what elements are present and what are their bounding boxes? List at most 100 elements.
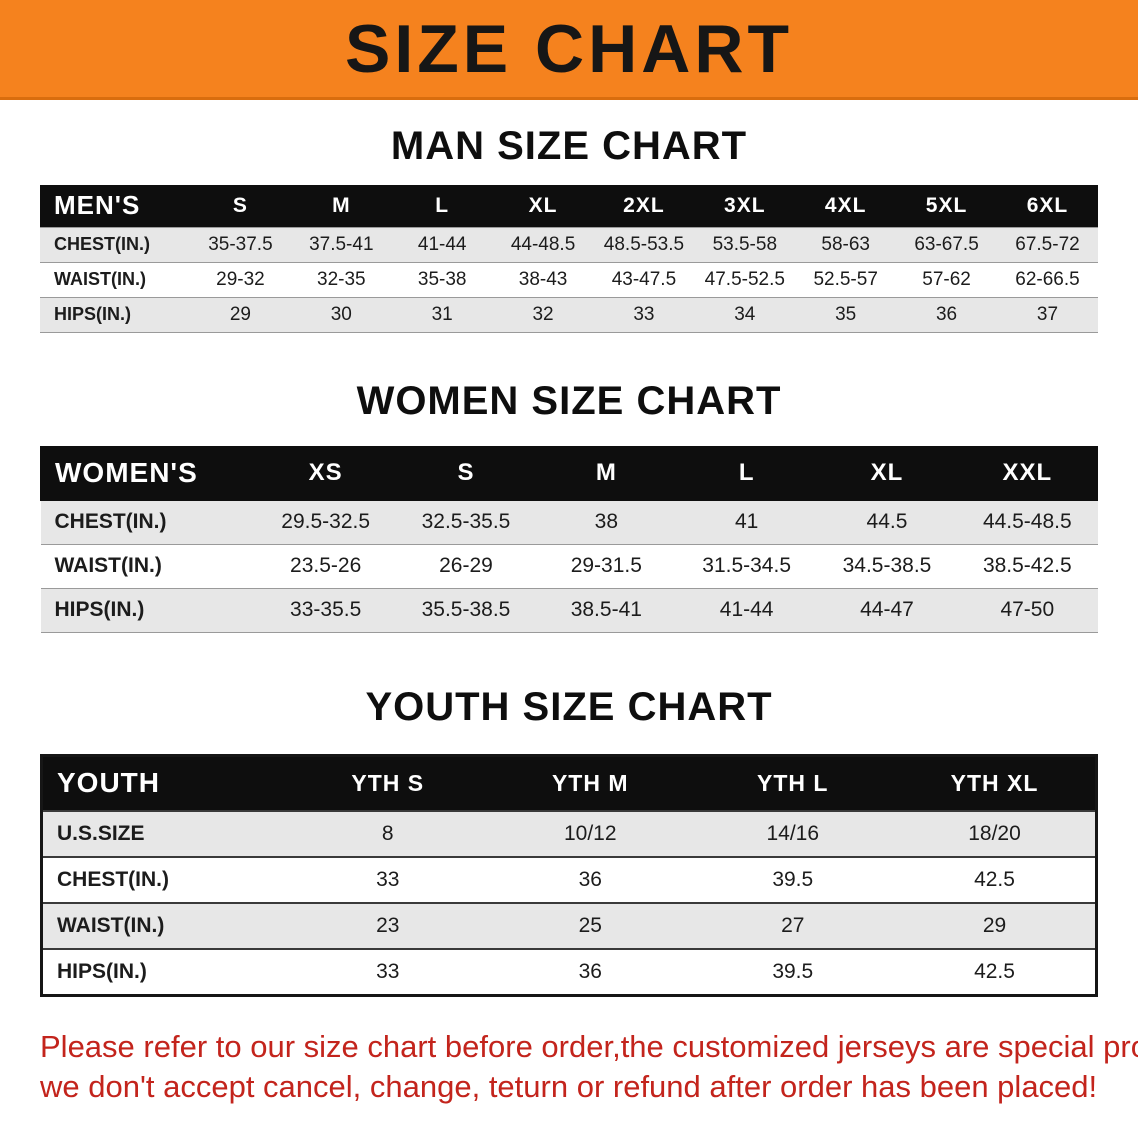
men-header-row: MEN'S S M L XL 2XL 3XL 4XL 5XL 6XL: [40, 185, 1098, 227]
banner: SIZE CHART: [0, 0, 1138, 100]
men-section-title: MAN SIZE CHART: [390, 124, 748, 168]
size-cell: 57-62: [896, 261, 997, 298]
table-row: CHEST(IN.) 33 36 39.5 42.5: [41, 856, 1097, 904]
size-cell: 31: [391, 296, 493, 333]
size-cell: 42.5: [894, 856, 1097, 904]
men-col-header: L: [391, 185, 493, 227]
size-cell: 35-37.5: [190, 226, 291, 263]
size-cell: 37: [997, 296, 1098, 333]
row-label: CHEST(IN.): [40, 499, 256, 545]
size-cell: 29-31.5: [536, 543, 677, 589]
women-header-row: WOMEN'S XS S M L XL XXL: [40, 445, 1099, 501]
row-label: WAIST(IN.): [41, 902, 287, 950]
size-cell: 29-32: [190, 261, 291, 298]
men-col-header: 3XL: [694, 185, 796, 227]
table-row: HIPS(IN.) 33 36 39.5 42.5: [41, 948, 1097, 996]
men-col-header: 4XL: [795, 185, 897, 227]
youth-col-header: YTH S: [286, 755, 489, 811]
size-cell: 38-43: [492, 261, 594, 298]
row-label: U.S.SIZE: [41, 810, 287, 858]
men-table-title: MEN'S: [40, 185, 190, 227]
size-cell: 29: [894, 902, 1097, 950]
women-section-title: WOMEN SIZE CHART: [356, 378, 782, 423]
size-cell: 43-47.5: [593, 261, 695, 298]
men-col-header: 5XL: [896, 185, 997, 227]
size-cell: 36: [896, 296, 997, 333]
row-label: HIPS(IN.): [41, 948, 287, 996]
size-cell: 44.5-48.5: [957, 499, 1098, 545]
youth-size-table: YOUTH YTH S YTH M YTH L YTH XL U.S.SIZE …: [40, 753, 1098, 997]
row-label: CHEST(IN.): [40, 226, 190, 263]
size-cell: 27: [691, 902, 894, 950]
row-label: CHEST(IN.): [41, 856, 287, 904]
table-row: WAIST(IN.) 23.5-26 26-29 29-31.5 31.5-34…: [40, 543, 1098, 589]
women-col-header: XXL: [956, 445, 1099, 501]
size-cell: 44-48.5: [492, 226, 594, 263]
men-col-header: S: [190, 185, 291, 227]
size-cell: 38.5-41: [536, 587, 677, 633]
size-cell: 52.5-57: [795, 261, 897, 298]
table-row: HIPS(IN.) 33-35.5 35.5-38.5 38.5-41 41-4…: [40, 587, 1098, 633]
size-cell: 37.5-41: [290, 226, 392, 263]
women-col-header: XS: [254, 445, 397, 501]
size-cell: 36: [489, 856, 692, 904]
banner-title: SIZE CHART: [345, 10, 793, 87]
disclaimer: Please refer to our size chart before or…: [40, 1027, 1138, 1108]
women-col-header: M: [535, 445, 677, 501]
size-cell: 47.5-52.5: [694, 261, 796, 298]
size-cell: 26-29: [395, 543, 537, 589]
row-label: HIPS(IN.): [40, 296, 190, 333]
women-size-table: WOMEN'S XS S M L XL XXL CHEST(IN.) 29.5-…: [40, 445, 1099, 633]
size-cell: 44-47: [816, 587, 958, 633]
size-cell: 32: [492, 296, 594, 333]
size-cell: 63-67.5: [896, 226, 997, 263]
size-cell: 29: [190, 296, 291, 333]
size-cell: 32-35: [290, 261, 392, 298]
size-cell: 38.5-42.5: [957, 543, 1098, 589]
size-cell: 30: [290, 296, 392, 333]
size-cell: 36: [489, 948, 692, 996]
youth-table-title: YOUTH: [41, 755, 287, 811]
size-cell: 39.5: [691, 856, 894, 904]
size-cell: 33: [286, 856, 489, 904]
size-chart-page: SIZE CHART MAN SIZE CHART MEN'S S M L XL…: [0, 0, 1138, 1108]
men-col-header: 6XL: [997, 185, 1098, 227]
size-cell: 8: [286, 810, 489, 858]
size-cell: 33: [286, 948, 489, 996]
size-cell: 35: [795, 296, 897, 333]
size-cell: 10/12: [489, 810, 692, 858]
size-cell: 41: [676, 499, 817, 545]
size-cell: 35-38: [391, 261, 493, 298]
size-cell: 32.5-35.5: [395, 499, 537, 545]
size-cell: 47-50: [957, 587, 1098, 633]
women-table-title: WOMEN'S: [40, 445, 256, 501]
size-cell: 33: [593, 296, 695, 333]
youth-col-header: YTH XL: [894, 755, 1097, 811]
size-cell: 42.5: [894, 948, 1097, 996]
size-cell: 48.5-53.5: [593, 226, 695, 263]
size-cell: 34.5-38.5: [816, 543, 958, 589]
size-cell: 31.5-34.5: [676, 543, 817, 589]
disclaimer-line-1: Please refer to our size chart before or…: [40, 1028, 1138, 1064]
table-row: CHEST(IN.) 35-37.5 37.5-41 41-44 44-48.5…: [40, 226, 1098, 263]
size-cell: 29.5-32.5: [255, 499, 396, 545]
table-row: WAIST(IN.) 23 25 27 29: [41, 902, 1097, 950]
size-cell: 41-44: [676, 587, 817, 633]
size-cell: 33-35.5: [255, 587, 396, 633]
size-cell: 39.5: [691, 948, 894, 996]
table-row: U.S.SIZE 8 10/12 14/16 18/20: [41, 810, 1097, 858]
table-row: CHEST(IN.) 29.5-32.5 32.5-35.5 38 41 44.…: [40, 499, 1098, 545]
men-col-header: 2XL: [593, 185, 695, 227]
size-cell: 44.5: [816, 499, 958, 545]
size-cell: 53.5-58: [694, 226, 796, 263]
women-col-header: XL: [816, 445, 958, 501]
size-cell: 25: [489, 902, 692, 950]
size-cell: 58-63: [795, 226, 897, 263]
men-size-table: MEN'S S M L XL 2XL 3XL 4XL 5XL 6XL CHEST…: [40, 185, 1098, 333]
size-cell: 41-44: [391, 226, 493, 263]
size-cell: 62-66.5: [997, 261, 1098, 298]
table-row: WAIST(IN.) 29-32 32-35 35-38 38-43 43-47…: [40, 261, 1098, 298]
youth-section-title: YOUTH SIZE CHART: [365, 684, 773, 729]
youth-header-row: YOUTH YTH S YTH M YTH L YTH XL: [41, 755, 1097, 811]
table-row: HIPS(IN.) 29 30 31 32 33 34 35 36 37: [40, 296, 1098, 333]
